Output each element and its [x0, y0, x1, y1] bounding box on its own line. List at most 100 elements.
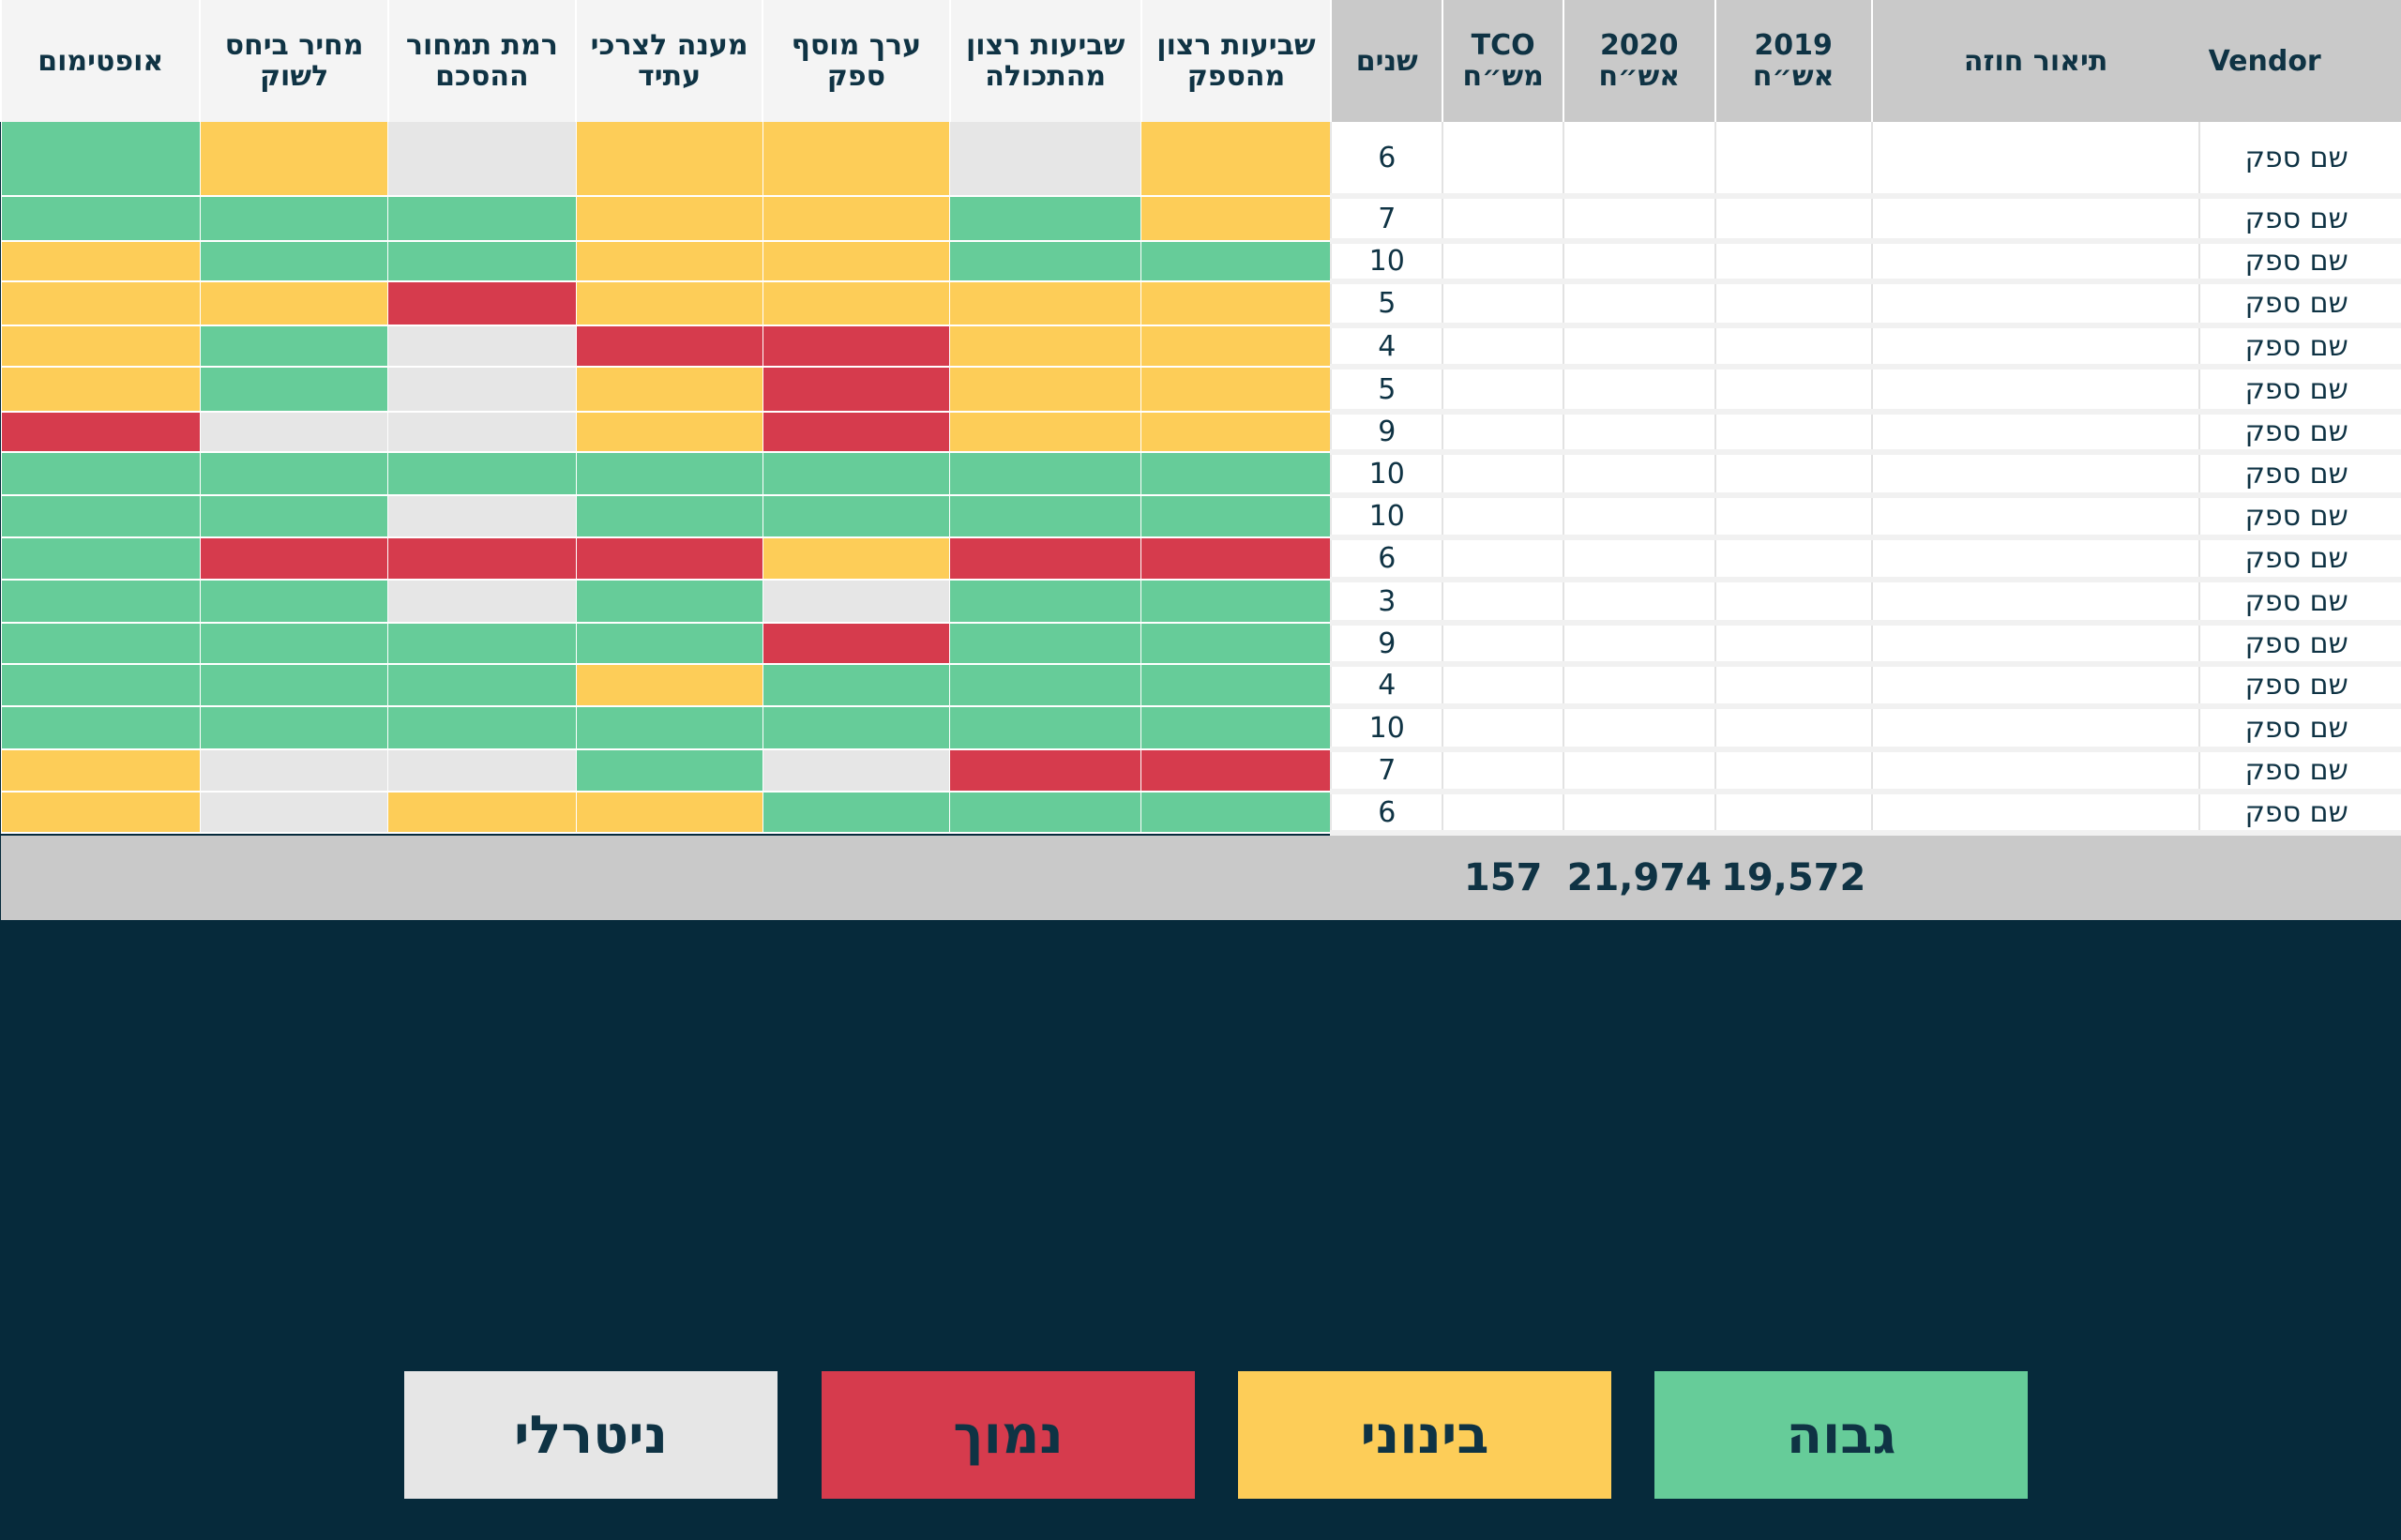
score-cell-market-price[interactable] [199, 196, 388, 242]
table-row[interactable]: שם ספק 9 [0, 623, 2401, 667]
score-cell-market-price[interactable] [199, 580, 388, 624]
score-cell-supplier-added-value[interactable] [762, 623, 950, 665]
table-row[interactable]: שם ספק 10 [0, 241, 2401, 284]
score-cell-supplier-satisfaction[interactable] [1140, 325, 1332, 368]
score-cell-optimum[interactable] [0, 537, 201, 581]
score-cell-scope-satisfaction[interactable] [948, 792, 1141, 834]
score-cell-future-needs[interactable] [575, 664, 763, 707]
column-header-2020[interactable]: 2020 אש״ח [1562, 0, 1715, 122]
score-cell-supplier-satisfaction[interactable] [1140, 792, 1332, 834]
score-cell-agreement-pricing[interactable] [387, 122, 576, 197]
score-cell-supplier-satisfaction[interactable] [1140, 706, 1332, 750]
score-cell-optimum[interactable] [0, 706, 201, 750]
score-cell-supplier-satisfaction[interactable] [1140, 122, 1332, 197]
score-cell-scope-satisfaction[interactable] [948, 281, 1141, 326]
table-row[interactable]: שם ספק 10 [0, 495, 2401, 540]
score-cell-optimum[interactable] [0, 452, 201, 496]
score-cell-market-price[interactable] [199, 749, 388, 793]
score-cell-agreement-pricing[interactable] [387, 241, 576, 282]
table-row[interactable]: שם ספק 7 [0, 749, 2401, 794]
table-row[interactable]: שם ספק 6 [0, 537, 2401, 582]
score-cell-future-needs[interactable] [575, 495, 763, 538]
score-cell-scope-satisfaction[interactable] [948, 452, 1141, 496]
score-cell-future-needs[interactable] [575, 537, 763, 581]
score-cell-agreement-pricing[interactable] [387, 412, 576, 453]
score-cell-future-needs[interactable] [575, 412, 763, 453]
score-cell-market-price[interactable] [199, 325, 388, 368]
score-cell-supplier-satisfaction[interactable] [1140, 412, 1332, 453]
score-cell-future-needs[interactable] [575, 196, 763, 242]
column-header-future-needs[interactable]: מענה לצרכי עתיד [574, 0, 763, 122]
score-cell-optimum[interactable] [0, 580, 201, 624]
column-header-supplier-satisfaction[interactable]: שביעות רצון מהספק [1140, 0, 1332, 122]
score-cell-agreement-pricing[interactable] [387, 664, 576, 707]
score-cell-future-needs[interactable] [575, 452, 763, 496]
score-cell-agreement-pricing[interactable] [387, 580, 576, 624]
score-cell-supplier-satisfaction[interactable] [1140, 367, 1332, 413]
score-cell-future-needs[interactable] [575, 122, 763, 197]
score-cell-optimum[interactable] [0, 196, 201, 242]
score-cell-future-needs[interactable] [575, 706, 763, 750]
score-cell-optimum[interactable] [0, 623, 201, 665]
column-header-vendor[interactable]: Vendor [2198, 0, 2401, 122]
score-cell-market-price[interactable] [199, 664, 388, 707]
score-cell-market-price[interactable] [199, 122, 388, 197]
score-cell-optimum[interactable] [0, 749, 201, 793]
score-cell-optimum[interactable] [0, 281, 201, 326]
score-cell-supplier-satisfaction[interactable] [1140, 495, 1332, 538]
table-row[interactable]: שם ספק 6 [0, 792, 2401, 836]
column-header-agreement-pricing[interactable]: רמת תמחור ההסכם [386, 0, 576, 122]
score-cell-supplier-added-value[interactable] [762, 325, 950, 368]
score-cell-optimum[interactable] [0, 122, 201, 197]
column-header-scope-satisfaction[interactable]: שביעות רצון מהתכולה [948, 0, 1141, 122]
column-header-optimum[interactable]: אופטימום [0, 0, 201, 122]
table-row[interactable]: שם ספק 6 [0, 122, 2401, 199]
score-cell-agreement-pricing[interactable] [387, 792, 576, 834]
score-cell-market-price[interactable] [199, 241, 388, 282]
table-row[interactable]: שם ספק 4 [0, 325, 2401, 370]
score-cell-future-needs[interactable] [575, 749, 763, 793]
score-cell-agreement-pricing[interactable] [387, 749, 576, 793]
table-row[interactable]: שם ספק 5 [0, 367, 2401, 415]
column-header-2019[interactable]: 2019 אש״ח [1714, 0, 1872, 122]
column-header-contract[interactable]: תיאור חוזה [1870, 0, 2199, 122]
score-cell-supplier-satisfaction[interactable] [1140, 580, 1332, 624]
score-cell-agreement-pricing[interactable] [387, 325, 576, 368]
score-cell-market-price[interactable] [199, 792, 388, 834]
score-cell-supplier-satisfaction[interactable] [1140, 281, 1332, 326]
score-cell-optimum[interactable] [0, 664, 201, 707]
score-cell-scope-satisfaction[interactable] [948, 664, 1141, 707]
score-cell-optimum[interactable] [0, 495, 201, 538]
score-cell-supplier-satisfaction[interactable] [1140, 196, 1332, 242]
score-cell-supplier-added-value[interactable] [762, 749, 950, 793]
score-cell-agreement-pricing[interactable] [387, 452, 576, 496]
score-cell-supplier-added-value[interactable] [762, 580, 950, 624]
score-cell-supplier-added-value[interactable] [762, 241, 950, 282]
score-cell-supplier-added-value[interactable] [762, 495, 950, 538]
score-cell-scope-satisfaction[interactable] [948, 367, 1141, 413]
score-cell-scope-satisfaction[interactable] [948, 122, 1141, 197]
score-cell-scope-satisfaction[interactable] [948, 580, 1141, 624]
score-cell-scope-satisfaction[interactable] [948, 412, 1141, 453]
score-cell-optimum[interactable] [0, 412, 201, 453]
score-cell-market-price[interactable] [199, 412, 388, 453]
score-cell-scope-satisfaction[interactable] [948, 325, 1141, 368]
score-cell-optimum[interactable] [0, 241, 201, 282]
score-cell-supplier-added-value[interactable] [762, 706, 950, 750]
column-header-supplier-added-value[interactable]: ערך מוסף ספק [762, 0, 950, 122]
score-cell-optimum[interactable] [0, 325, 201, 368]
table-row[interactable]: שם ספק 7 [0, 196, 2401, 244]
score-cell-scope-satisfaction[interactable] [948, 241, 1141, 282]
score-cell-supplier-satisfaction[interactable] [1140, 623, 1332, 665]
score-cell-future-needs[interactable] [575, 325, 763, 368]
score-cell-scope-satisfaction[interactable] [948, 537, 1141, 581]
score-cell-scope-satisfaction[interactable] [948, 196, 1141, 242]
score-cell-supplier-satisfaction[interactable] [1140, 452, 1332, 496]
score-cell-future-needs[interactable] [575, 580, 763, 624]
score-cell-agreement-pricing[interactable] [387, 196, 576, 242]
table-row[interactable]: שם ספק 9 [0, 412, 2401, 455]
score-cell-market-price[interactable] [199, 495, 388, 538]
score-cell-scope-satisfaction[interactable] [948, 749, 1141, 793]
column-header-market-price[interactable]: מחיר ביחס לשוק [199, 0, 388, 122]
table-row[interactable]: שם ספק 10 [0, 452, 2401, 498]
